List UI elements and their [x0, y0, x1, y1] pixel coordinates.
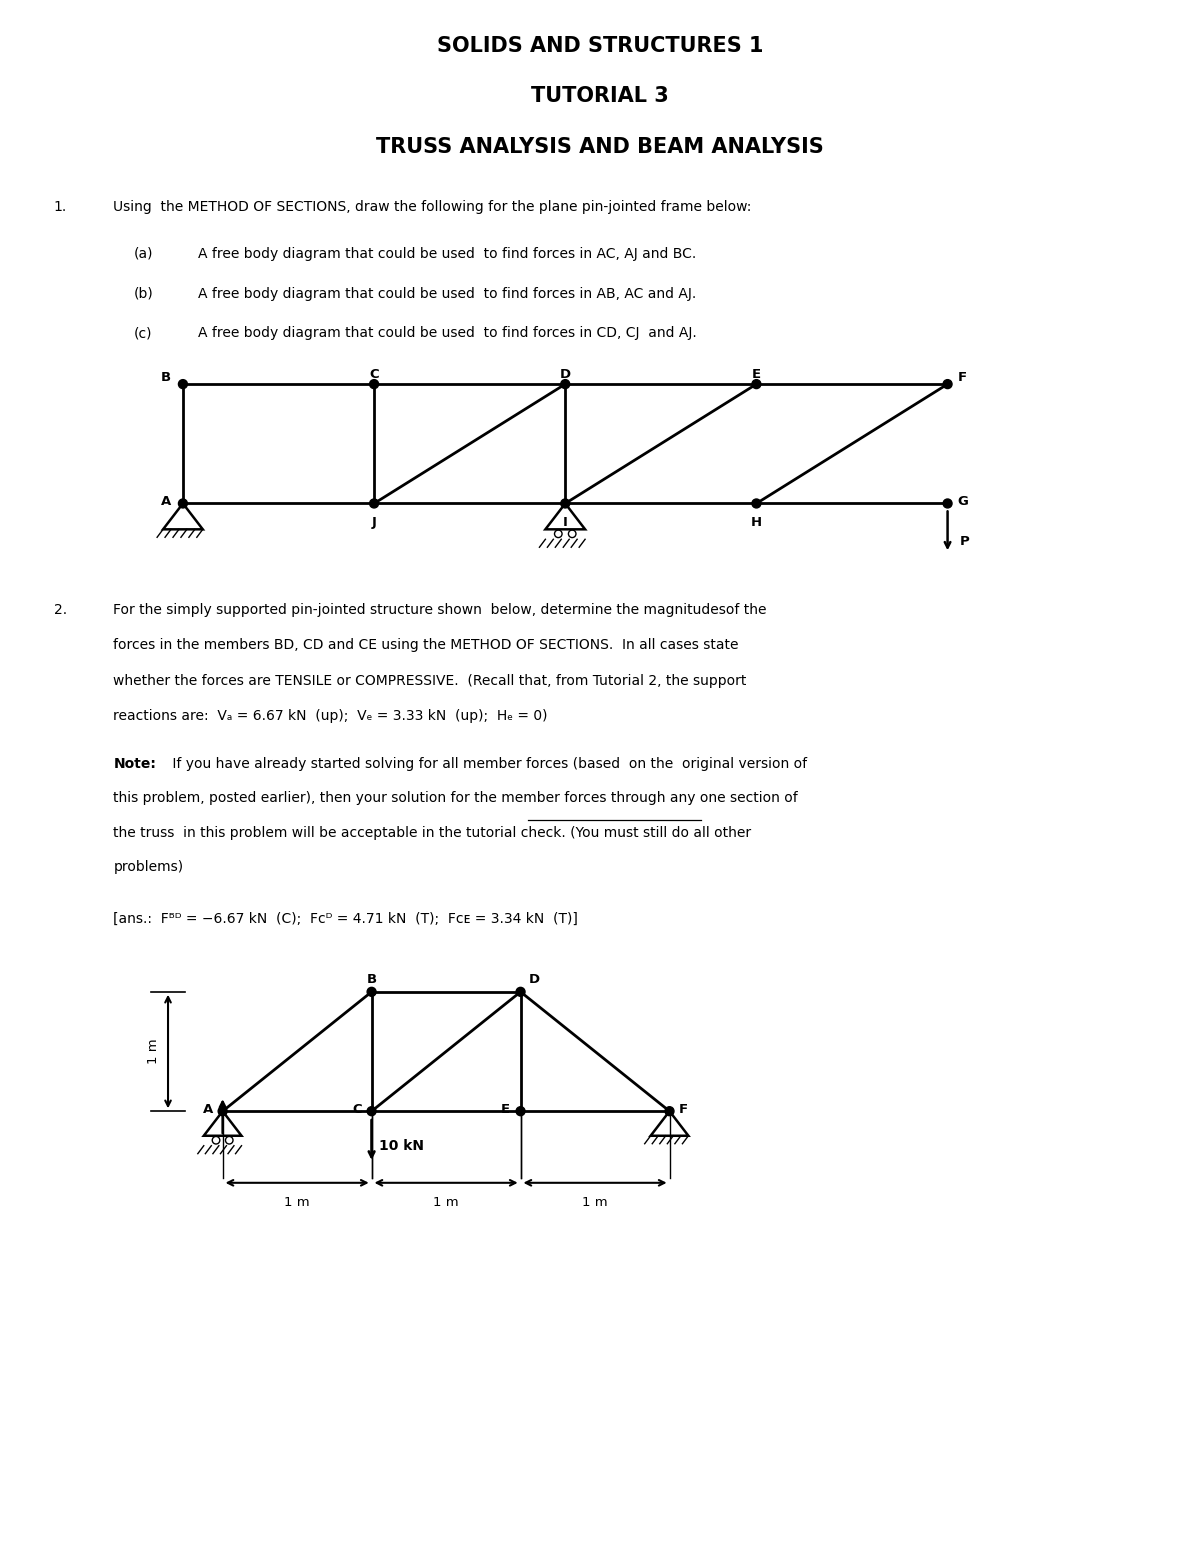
Text: D: D — [529, 973, 540, 987]
Text: this problem, posted earlier), then your solution for the member forces through : this problem, posted earlier), then your… — [114, 792, 798, 805]
Text: (c): (c) — [133, 326, 151, 340]
Circle shape — [752, 380, 761, 388]
Text: (a): (a) — [133, 247, 152, 261]
Circle shape — [516, 987, 526, 996]
Text: 1.: 1. — [54, 200, 67, 214]
Text: 2.: 2. — [54, 602, 67, 618]
Text: 1 m: 1 m — [146, 1038, 160, 1065]
Circle shape — [179, 380, 187, 388]
Text: J: J — [372, 515, 377, 529]
Text: TRUSS ANALYSIS AND BEAM ANALYSIS: TRUSS ANALYSIS AND BEAM ANALYSIS — [376, 138, 824, 157]
Text: whether the forces are TENSILE or COMPRESSIVE.  (Recall that, from Tutorial 2, t: whether the forces are TENSILE or COMPRE… — [114, 674, 746, 688]
Text: A free body diagram that could be used  to find forces in CD, CJ  and AJ.: A free body diagram that could be used t… — [198, 326, 696, 340]
Text: 10 kN: 10 kN — [378, 1139, 424, 1153]
Text: [ans.:  Fᴮᴰ = −6.67 kN  (C);  Fᴄᴰ = 4.71 kN  (T);  Fᴄᴇ = 3.34 kN  (T)]: [ans.: Fᴮᴰ = −6.67 kN (C); Fᴄᴰ = 4.71 kN… — [114, 913, 578, 927]
Circle shape — [516, 1107, 526, 1116]
Text: reactions are:  Vₐ = 6.67 kN  (up);  Vₑ = 3.33 kN  (up);  Hₑ = 0): reactions are: Vₐ = 6.67 kN (up); Vₑ = 3… — [114, 709, 548, 723]
Circle shape — [752, 500, 761, 508]
Text: I: I — [563, 515, 568, 529]
Circle shape — [370, 500, 378, 508]
Text: the truss  in this problem will be acceptable in the tutorial check. (You must s: the truss in this problem will be accept… — [114, 826, 751, 840]
Text: B: B — [366, 973, 377, 987]
Circle shape — [367, 987, 376, 996]
Circle shape — [367, 1107, 376, 1116]
Text: B: B — [161, 371, 172, 383]
Text: If you have already started solving for all member forces (based  on the  origin: If you have already started solving for … — [168, 757, 808, 771]
Text: 1 m: 1 m — [284, 1195, 310, 1209]
Text: F: F — [958, 371, 967, 383]
Circle shape — [370, 380, 378, 388]
Text: SOLIDS AND STRUCTURES 1: SOLIDS AND STRUCTURES 1 — [437, 36, 763, 56]
Text: A free body diagram that could be used  to find forces in AB, AC and AJ.: A free body diagram that could be used t… — [198, 287, 696, 301]
Text: forces in the members BD, CD and CE using the METHOD OF SECTIONS.  In all cases : forces in the members BD, CD and CE usin… — [114, 638, 739, 652]
Circle shape — [943, 500, 952, 508]
Circle shape — [218, 1107, 227, 1116]
Text: For the simply supported pin-jointed structure shown  below, determine the magni: For the simply supported pin-jointed str… — [114, 602, 767, 618]
Text: 1 m: 1 m — [433, 1195, 458, 1209]
Text: C: C — [352, 1103, 361, 1116]
Text: 1 m: 1 m — [582, 1195, 608, 1209]
Circle shape — [943, 380, 952, 388]
Text: (b): (b) — [133, 287, 154, 301]
Text: Note:: Note: — [114, 757, 156, 771]
Text: E: E — [502, 1103, 510, 1116]
Circle shape — [179, 500, 187, 508]
Text: TUTORIAL 3: TUTORIAL 3 — [532, 85, 668, 106]
Text: problems): problems) — [114, 860, 184, 874]
Text: A: A — [203, 1103, 212, 1116]
Text: Using  the METHOD OF SECTIONS, draw the following for the plane pin-jointed fram: Using the METHOD OF SECTIONS, draw the f… — [114, 200, 751, 214]
Text: A: A — [161, 495, 172, 508]
Text: D: D — [559, 368, 571, 380]
Text: F: F — [679, 1103, 688, 1116]
Text: E: E — [752, 368, 761, 380]
Text: H: H — [751, 515, 762, 529]
Text: C: C — [370, 368, 379, 380]
Text: G: G — [958, 495, 968, 508]
Circle shape — [665, 1107, 674, 1116]
Circle shape — [560, 500, 570, 508]
Circle shape — [560, 380, 570, 388]
Text: P: P — [960, 535, 970, 548]
Text: A free body diagram that could be used  to find forces in AC, AJ and BC.: A free body diagram that could be used t… — [198, 247, 696, 261]
